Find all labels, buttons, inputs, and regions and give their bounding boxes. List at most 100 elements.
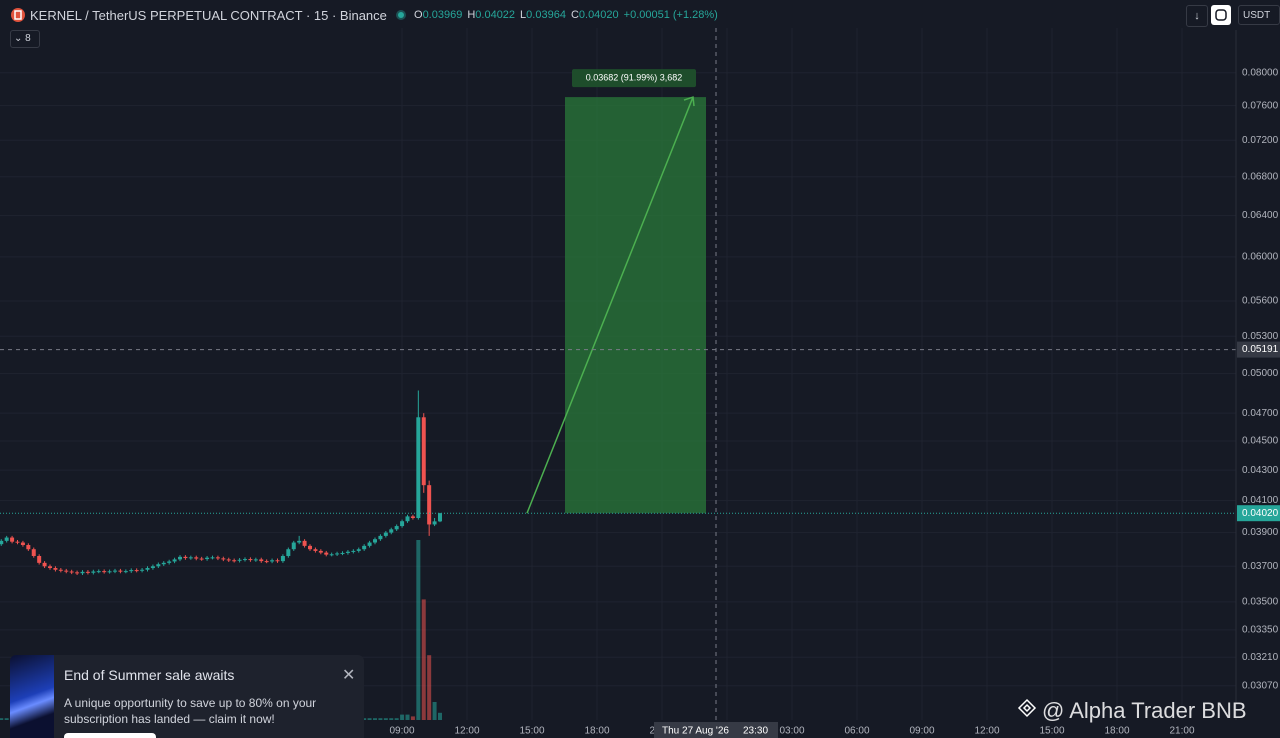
ohlc-key: O bbox=[414, 9, 423, 21]
candle-body bbox=[4, 537, 9, 541]
candle-body bbox=[161, 562, 166, 565]
candle-body bbox=[75, 572, 80, 574]
candle-body bbox=[194, 557, 199, 559]
y-tick-label: 0.03500 bbox=[1242, 596, 1279, 607]
candle-body bbox=[37, 555, 42, 563]
volume-bar bbox=[421, 599, 426, 720]
promo-title: End of Summer sale awaits bbox=[64, 667, 235, 683]
x-tick-label: 09:00 bbox=[389, 726, 414, 737]
candle-body bbox=[340, 552, 345, 554]
candle-body bbox=[107, 571, 112, 573]
y-tick-label: 0.05000 bbox=[1242, 368, 1279, 379]
last-price-label: 0.04020 bbox=[1242, 508, 1279, 519]
candle-body bbox=[188, 557, 193, 559]
ohlc-value: 0.03964 bbox=[526, 9, 566, 21]
candle-body bbox=[96, 571, 101, 573]
ohlc-value: 0.04020 bbox=[578, 9, 619, 21]
symbol[interactable]: KERNEL / TetherUS PERPETUAL CONTRACT · 1… bbox=[30, 8, 387, 23]
candle-layer bbox=[0, 390, 442, 575]
volume-bar bbox=[378, 718, 383, 720]
ohlc-key: L bbox=[520, 9, 527, 21]
promo-close[interactable]: ✕ bbox=[342, 667, 356, 684]
candle-body bbox=[42, 562, 47, 567]
candle-body bbox=[69, 571, 74, 573]
x-tick-label: 15:00 bbox=[1039, 726, 1064, 737]
crosshair bbox=[0, 28, 1236, 720]
candle-body bbox=[199, 558, 204, 560]
y-tick-label: 0.04100 bbox=[1242, 495, 1279, 506]
x-tick-label: 18:00 bbox=[584, 726, 609, 737]
volume-bar bbox=[410, 716, 415, 720]
promo-popup: End of Summer sale awaits A unique oppor… bbox=[10, 655, 364, 738]
candle-body bbox=[438, 513, 442, 522]
position-arrow bbox=[526, 96, 694, 514]
y-tick-label: 0.06800 bbox=[1242, 171, 1279, 182]
candle-body bbox=[324, 552, 329, 555]
candle-body bbox=[389, 529, 394, 533]
ohlc-value: 0.04022 bbox=[475, 9, 516, 21]
candle-body bbox=[410, 516, 415, 518]
y-tick-label: 0.03900 bbox=[1242, 527, 1279, 538]
ohlc-change: +0.00051 (+1.28%) bbox=[623, 9, 718, 21]
volume-bar bbox=[4, 718, 9, 720]
currency-button[interactable]: USDT bbox=[1238, 5, 1280, 25]
ohlc-value: 0.03969 bbox=[422, 9, 463, 21]
candle-body bbox=[313, 549, 318, 551]
candle-body bbox=[31, 549, 36, 556]
volume-bar bbox=[405, 714, 410, 720]
candle-body bbox=[383, 532, 388, 536]
candle-body bbox=[264, 561, 269, 563]
candle-body bbox=[15, 541, 20, 543]
candle-body bbox=[318, 550, 323, 553]
candle-body bbox=[210, 557, 215, 559]
candle-body bbox=[26, 545, 31, 550]
candle-body bbox=[394, 526, 399, 530]
x-tick-label: 12:00 bbox=[454, 726, 479, 737]
candle-body bbox=[215, 557, 220, 559]
candle-body bbox=[367, 542, 372, 546]
symbol-logo bbox=[11, 8, 25, 22]
candle-body bbox=[345, 551, 350, 553]
y-tick-label: 0.04500 bbox=[1242, 436, 1279, 447]
volume-bar bbox=[389, 718, 394, 720]
indicators-toggle[interactable]: ⌄ 8 bbox=[10, 30, 40, 48]
download-button[interactable]: ↓ bbox=[1186, 5, 1208, 27]
candle-body bbox=[205, 557, 210, 560]
sync-button[interactable] bbox=[1211, 5, 1231, 25]
y-tick-label: 0.03350 bbox=[1242, 625, 1279, 636]
volume-bar bbox=[416, 540, 421, 720]
candle-body bbox=[167, 561, 172, 563]
y-tick-label: 0.05600 bbox=[1242, 296, 1279, 307]
candle-body bbox=[432, 521, 437, 525]
candle-body bbox=[378, 535, 383, 540]
y-tick-label: 0.06000 bbox=[1242, 252, 1279, 263]
watermark: @ Alpha Trader BNB bbox=[1042, 698, 1247, 723]
promo-button[interactable] bbox=[64, 733, 156, 738]
axes: 0.08000 0.07600 0.07200 0.06800 0.06400 0.060… bbox=[389, 67, 1280, 738]
candle-body bbox=[270, 560, 275, 562]
y-tick-label: 0.05300 bbox=[1242, 331, 1279, 342]
indicators-count: 8 bbox=[25, 33, 31, 44]
crosshair-date-label: Thu 27 Aug '26 bbox=[662, 726, 729, 737]
candle-body bbox=[243, 559, 247, 561]
candle-body bbox=[102, 571, 107, 573]
candle-body bbox=[0, 540, 4, 545]
candle-body bbox=[253, 559, 258, 561]
y-tick-label: 0.03210 bbox=[1242, 652, 1279, 663]
ohlc-key: C bbox=[570, 9, 579, 21]
price-axis bbox=[1236, 30, 1280, 720]
x-tick-label: 03:00 bbox=[779, 726, 804, 737]
promo-text: A unique opportunity to save up to 80% o… bbox=[64, 696, 317, 726]
candle-body bbox=[123, 571, 128, 573]
candle-body bbox=[416, 417, 421, 518]
candle-body bbox=[275, 560, 280, 562]
candle-body bbox=[286, 549, 291, 556]
position-arrowhead bbox=[683, 96, 695, 107]
crosshair-time-box bbox=[654, 722, 778, 738]
candle-body bbox=[237, 559, 242, 561]
crosshair-price-box bbox=[1237, 341, 1280, 358]
candle-body bbox=[302, 540, 307, 546]
candle-body bbox=[356, 549, 361, 551]
